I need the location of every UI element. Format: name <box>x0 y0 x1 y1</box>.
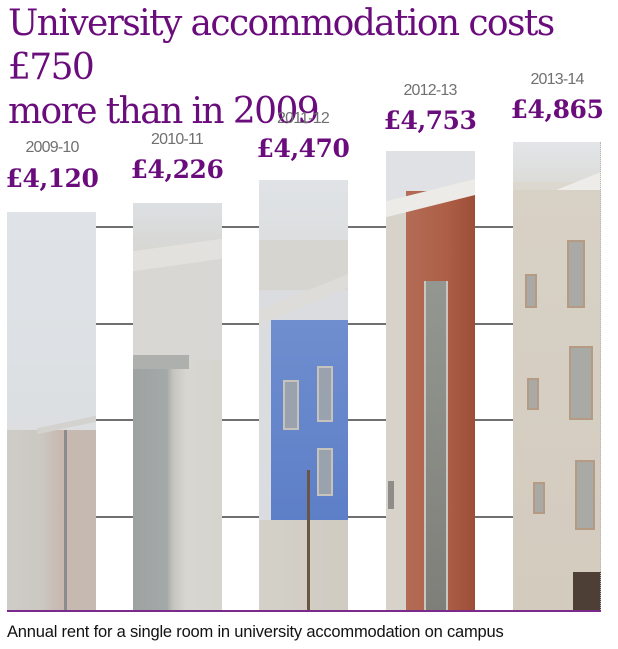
chart-title: University accommodation costs £750 more… <box>8 2 618 134</box>
gridline <box>222 419 259 421</box>
period-label: 2011-12 <box>277 110 330 127</box>
period-label: 2010-11 <box>151 131 204 148</box>
gridline <box>348 323 386 325</box>
bar-2011-12 <box>259 180 348 610</box>
bar-2012-13 <box>386 151 475 610</box>
gridline <box>96 226 133 228</box>
gridline <box>222 516 259 518</box>
title-line-2: more than in 2009 <box>8 91 320 132</box>
period-label: 2009-10 <box>25 139 79 156</box>
building-image <box>133 360 222 610</box>
gridline <box>475 323 513 325</box>
value-label: £4,470 <box>256 134 350 163</box>
gridline <box>222 323 259 325</box>
building-image <box>7 430 96 610</box>
value-label: £4,865 <box>510 95 604 124</box>
period-label: 2013-14 <box>530 71 584 88</box>
period-label: 2012-13 <box>403 82 457 99</box>
gridline <box>96 516 133 518</box>
bar-2010-11 <box>133 203 222 610</box>
gridline <box>475 516 513 518</box>
bar-2009-10 <box>7 212 96 610</box>
gridline <box>348 226 386 228</box>
bar-2013-14 <box>513 142 601 610</box>
gridline <box>348 419 386 421</box>
value-label: £4,226 <box>130 155 224 184</box>
gridline <box>96 323 133 325</box>
value-label: £4,120 <box>5 164 99 193</box>
gridline <box>96 419 133 421</box>
chart-right-edge <box>600 142 602 610</box>
gridline <box>475 226 513 228</box>
gridline <box>348 516 386 518</box>
gridline <box>222 226 259 228</box>
chart-caption: Annual rent for a single room in univers… <box>7 623 504 641</box>
x-axis-baseline <box>7 610 601 612</box>
gridline <box>475 419 513 421</box>
title-line-1: University accommodation costs £750 <box>8 3 555 88</box>
building-image <box>259 520 348 610</box>
value-label: £4,753 <box>383 106 477 135</box>
sky <box>259 180 348 240</box>
sky <box>513 142 601 182</box>
